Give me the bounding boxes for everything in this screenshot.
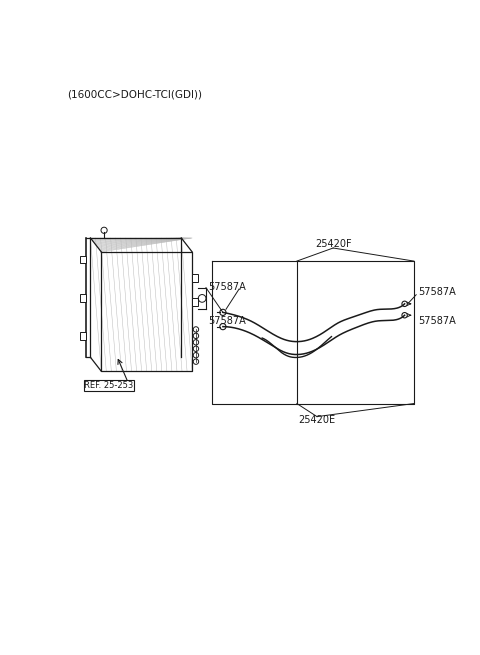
Bar [81, 332, 86, 340]
Bar [84, 381, 134, 391]
Text: 57587A: 57587A [208, 282, 246, 291]
Text: REF. 25-253: REF. 25-253 [84, 381, 133, 390]
Text: 57587A: 57587A [418, 316, 456, 326]
Text: 57587A: 57587A [208, 316, 246, 326]
Bar [192, 298, 198, 306]
Text: 25420F: 25420F [315, 239, 351, 249]
Text: 57587A: 57587A [418, 288, 456, 297]
Bar [192, 274, 198, 282]
Bar [81, 255, 86, 263]
Text: (1600CC>DOHC-TCI(GDI)): (1600CC>DOHC-TCI(GDI)) [67, 89, 203, 100]
Text: 25420E: 25420E [299, 415, 336, 426]
Bar [81, 294, 86, 301]
